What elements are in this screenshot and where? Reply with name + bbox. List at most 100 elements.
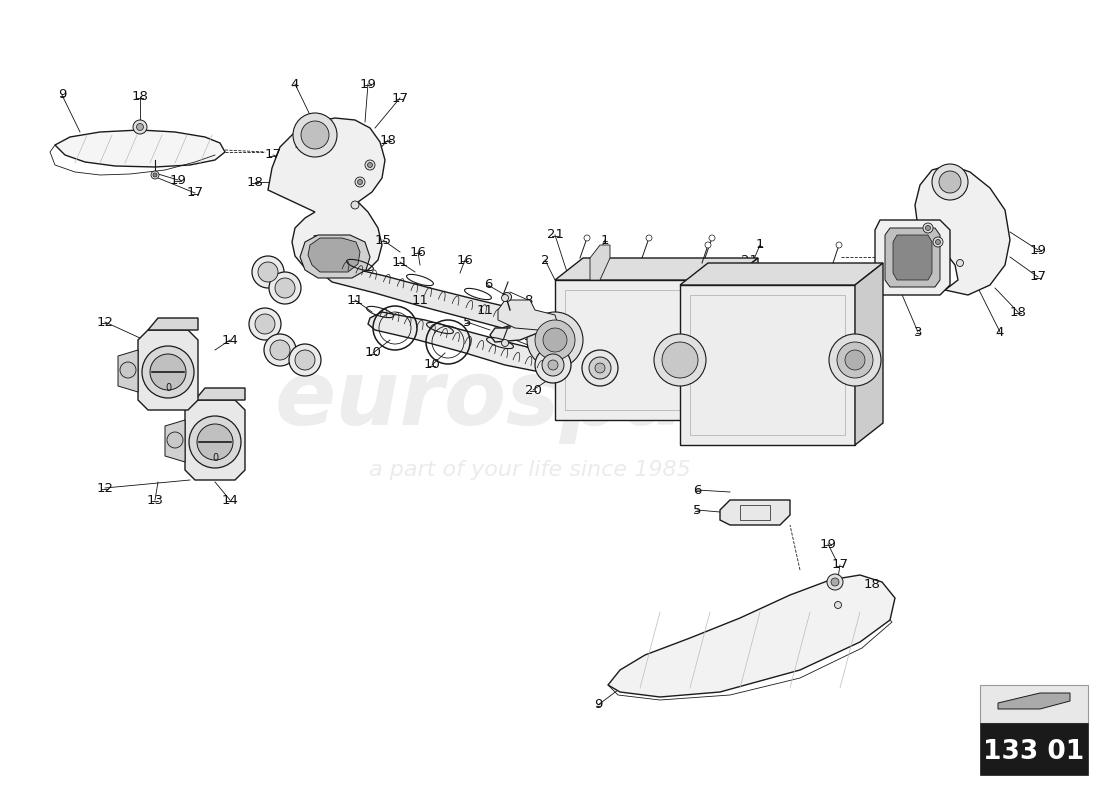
Bar (980, 723, 1088, 775)
Text: 15: 15 (374, 234, 392, 246)
Text: 11: 11 (411, 294, 429, 306)
Circle shape (270, 272, 301, 304)
Polygon shape (556, 258, 758, 280)
Text: 10: 10 (364, 346, 382, 359)
Text: 9: 9 (58, 89, 66, 102)
Polygon shape (300, 235, 370, 278)
Bar (980, 685, 1088, 723)
Polygon shape (874, 220, 950, 295)
Text: 19: 19 (169, 174, 186, 186)
Circle shape (588, 357, 610, 379)
Circle shape (535, 320, 575, 360)
Text: 17: 17 (392, 91, 408, 105)
Circle shape (167, 432, 183, 448)
Circle shape (255, 314, 275, 334)
Polygon shape (185, 400, 245, 480)
Circle shape (939, 171, 961, 193)
Text: 9: 9 (594, 698, 602, 711)
Circle shape (835, 602, 842, 609)
Circle shape (301, 121, 329, 149)
Text: 18: 18 (379, 134, 396, 146)
Polygon shape (118, 350, 138, 392)
Text: 17: 17 (264, 149, 282, 162)
Circle shape (548, 360, 558, 370)
Text: 10: 10 (424, 358, 440, 371)
Text: eurospares: eurospares (275, 356, 846, 444)
Circle shape (925, 226, 931, 230)
Polygon shape (138, 330, 198, 410)
Text: 19: 19 (820, 538, 836, 550)
Text: 18: 18 (1010, 306, 1026, 318)
Text: 18: 18 (132, 90, 148, 103)
Text: 14: 14 (221, 494, 239, 506)
Text: 8: 8 (524, 294, 532, 306)
Text: 5: 5 (463, 315, 471, 329)
Text: 11: 11 (392, 255, 408, 269)
Circle shape (935, 239, 940, 245)
Circle shape (543, 328, 566, 352)
Circle shape (829, 334, 881, 386)
Polygon shape (893, 235, 932, 280)
Polygon shape (368, 312, 556, 372)
Circle shape (542, 354, 564, 376)
Polygon shape (608, 575, 895, 697)
Text: 19: 19 (1030, 243, 1046, 257)
Text: 2: 2 (541, 254, 549, 266)
Text: 11: 11 (476, 303, 494, 317)
Polygon shape (268, 118, 385, 278)
Circle shape (662, 342, 698, 378)
Circle shape (142, 346, 194, 398)
Text: 19: 19 (360, 78, 376, 90)
Circle shape (293, 113, 337, 157)
Polygon shape (498, 300, 558, 330)
Circle shape (830, 578, 839, 586)
Bar (565, 290, 720, 410)
Circle shape (275, 278, 295, 298)
Text: 133 01: 133 01 (983, 738, 1085, 765)
Text: 13: 13 (146, 334, 164, 346)
Text: 16: 16 (409, 246, 427, 258)
Text: 7: 7 (524, 338, 532, 351)
Polygon shape (998, 693, 1070, 709)
Circle shape (252, 256, 284, 288)
Circle shape (705, 242, 711, 248)
Circle shape (351, 201, 359, 209)
Circle shape (595, 363, 605, 373)
Text: 15: 15 (311, 234, 329, 246)
Circle shape (355, 177, 365, 187)
Polygon shape (720, 500, 790, 525)
Polygon shape (590, 245, 610, 280)
Circle shape (957, 259, 964, 266)
Circle shape (710, 235, 715, 241)
Text: 11: 11 (333, 242, 351, 254)
Polygon shape (730, 258, 758, 420)
Bar (556, 280, 730, 420)
Circle shape (923, 223, 933, 233)
Text: 17: 17 (1030, 270, 1046, 283)
Circle shape (646, 235, 652, 241)
Text: 1: 1 (601, 234, 609, 246)
Text: 3: 3 (914, 326, 922, 338)
Text: 18: 18 (246, 175, 263, 189)
Polygon shape (308, 238, 360, 272)
Text: 18: 18 (864, 578, 880, 591)
Circle shape (151, 171, 160, 179)
Text: 4: 4 (996, 326, 1004, 338)
Text: 17: 17 (832, 558, 848, 571)
Text: 0: 0 (212, 453, 218, 463)
Polygon shape (324, 266, 520, 328)
Circle shape (295, 350, 315, 370)
Polygon shape (915, 165, 1010, 295)
Text: 6: 6 (484, 278, 492, 291)
Circle shape (932, 164, 968, 200)
Polygon shape (55, 130, 225, 167)
Circle shape (837, 342, 873, 378)
Circle shape (527, 312, 583, 368)
Circle shape (502, 339, 508, 346)
Circle shape (133, 120, 147, 134)
Text: 1: 1 (756, 238, 764, 251)
Circle shape (584, 235, 590, 241)
Text: 19: 19 (294, 138, 310, 151)
Bar (690, 295, 845, 435)
Text: 20: 20 (525, 383, 541, 397)
